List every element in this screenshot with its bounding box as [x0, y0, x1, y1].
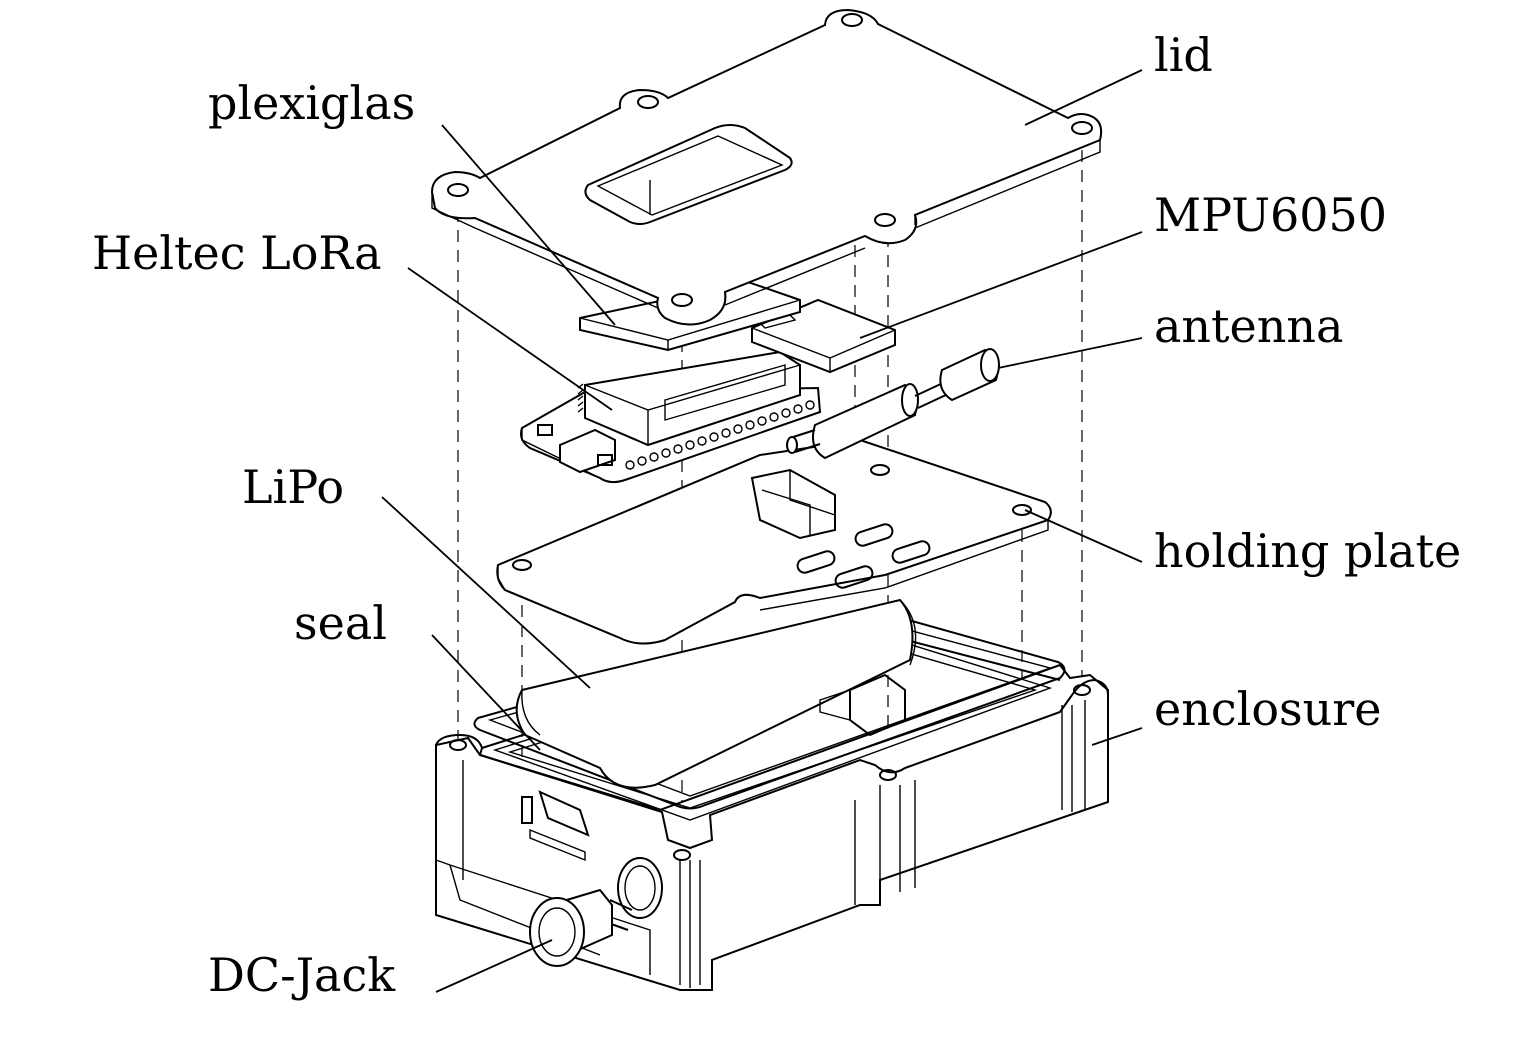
label-holding-plate: holding plate [1154, 524, 1462, 578]
dc-jack-part [529, 888, 633, 967]
label-heltec-lora: Heltec LoRa [92, 226, 382, 280]
label-mpu6050: MPU6050 [1154, 188, 1388, 242]
leader-seal [431, 634, 541, 751]
leader-heltec-lora [407, 267, 613, 411]
label-plexiglas: plexiglas [208, 76, 416, 130]
lid-part [430, 8, 1103, 326]
antenna-part [786, 348, 1000, 460]
label-antenna: antenna [1154, 299, 1344, 353]
leader-plexiglas [441, 124, 616, 326]
leader-holding-plate [1024, 509, 1143, 563]
heltec-lora-part [520, 350, 822, 484]
lipo-part [515, 598, 917, 789]
leader-lipo [381, 496, 591, 689]
leader-enclosure [1091, 727, 1143, 746]
leader-antenna [997, 337, 1143, 369]
leader-dc-jack [435, 939, 553, 993]
label-dc-jack: DC-Jack [208, 948, 396, 1002]
leader-lid [1024, 69, 1143, 126]
leader-lines [381, 69, 1143, 993]
label-enclosure: enclosure [1154, 682, 1382, 736]
label-lid: lid [1154, 28, 1213, 82]
holding-plate-part [496, 438, 1052, 645]
pin-header [625, 400, 815, 470]
label-seal: seal [294, 596, 387, 650]
label-lipo: LiPo [242, 460, 345, 514]
leader-mpu6050 [859, 231, 1143, 339]
